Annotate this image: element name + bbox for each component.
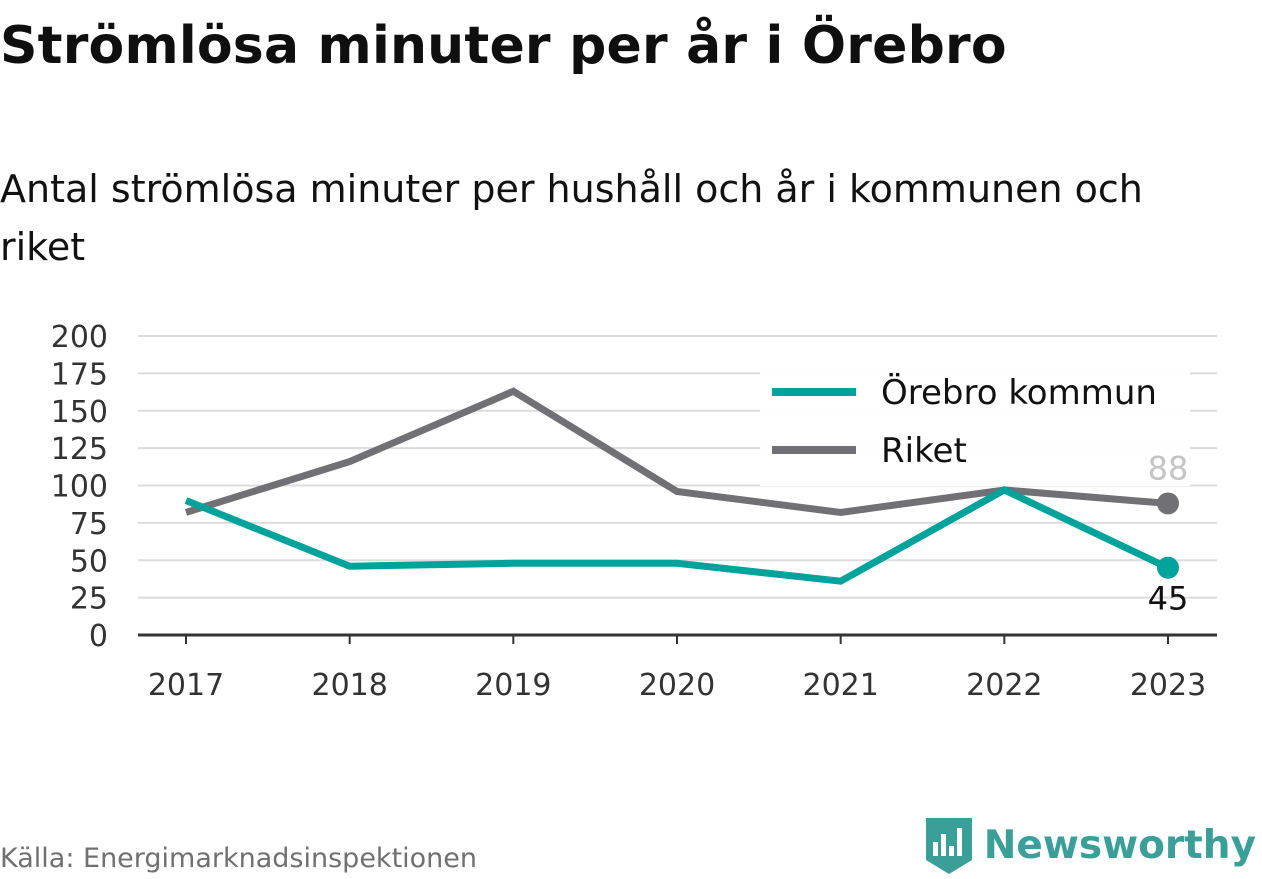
legend-label: Örebro kommun [881,372,1157,413]
brand-logo: Newsworthy [924,816,1256,876]
y-tick-label: 200 [51,320,108,355]
y-tick-label: 150 [51,395,108,430]
chart-subtitle: Antal strömlösa minuter per hushåll och … [0,167,1143,269]
x-tick-label: 2023 [1130,668,1206,703]
y-tick-label: 50 [70,544,108,579]
end-point-marker [1157,492,1179,515]
x-tick-label: 2019 [475,668,551,703]
bar-chart-badge-icon [925,818,972,874]
y-tick-label: 175 [51,357,108,392]
x-tick-label: 2021 [802,668,878,703]
end-value-label: 88 [1148,449,1189,487]
end-point-marker [1157,556,1179,579]
x-tick-label: 2022 [966,668,1042,703]
series-line [184,486,1170,585]
x-tick-label: 2020 [639,668,715,703]
y-tick-label: 0 [89,619,108,654]
x-tick-label: 2017 [148,668,224,703]
legend: Örebro kommun Riket [760,370,1190,486]
source-note: Källa: Energimarknadsinspektionen [0,843,478,874]
y-tick-label: 100 [51,470,108,505]
x-tick-label: 2018 [311,668,387,703]
y-tick-label: 75 [70,507,108,542]
brand-name: Newsworthy [983,823,1256,868]
end-value-label: 45 [1148,580,1189,618]
y-tick-label: 125 [51,432,108,467]
chart-title: Strömlösa minuter per år i Örebro [0,16,1007,76]
end-labels: 45 88 [1148,449,1189,617]
y-tick-label: 25 [70,582,108,617]
legend-label: Riket [881,431,967,471]
series-lines [184,387,1179,585]
